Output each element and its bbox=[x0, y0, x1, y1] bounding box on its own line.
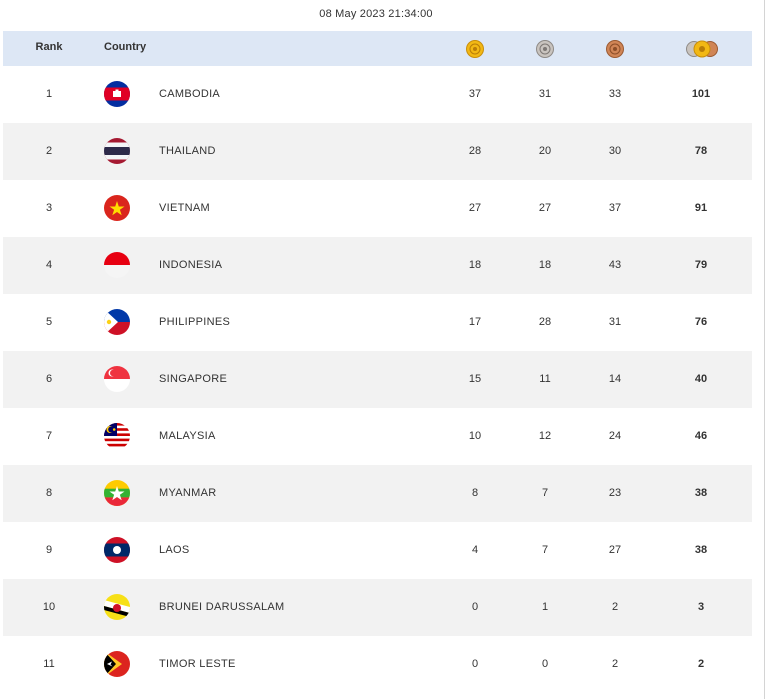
country-name-cell: INDONESIA bbox=[159, 259, 223, 271]
rank-cell: 10 bbox=[42, 601, 56, 613]
gold-count-cell: 15 bbox=[468, 373, 482, 385]
bronze-count-cell: 2 bbox=[611, 601, 619, 613]
vietnam-flag-icon bbox=[104, 195, 130, 221]
page-edge-divider bbox=[764, 0, 765, 699]
thailand-flag-icon bbox=[104, 138, 130, 164]
silver-count-cell: 18 bbox=[538, 259, 552, 271]
gold-count-cell: 4 bbox=[471, 544, 479, 556]
country-name-cell: LAOS bbox=[159, 544, 190, 556]
bronze-count-cell: 23 bbox=[608, 487, 622, 499]
rank-cell: 1 bbox=[45, 88, 53, 100]
bronze-count-cell: 30 bbox=[608, 145, 622, 157]
rank-cell: 5 bbox=[45, 316, 53, 328]
country-name-cell: THAILAND bbox=[159, 145, 216, 157]
total-count-cell: 2 bbox=[697, 658, 705, 670]
malaysia-flag-icon bbox=[104, 423, 130, 449]
gold-count-cell: 0 bbox=[471, 658, 479, 670]
table-row: 1 CAMBODIA 37 31 33 101 bbox=[3, 66, 752, 123]
gold-count-cell: 10 bbox=[468, 430, 482, 442]
indonesia-flag-icon bbox=[104, 252, 130, 278]
gold-count-cell: 8 bbox=[471, 487, 479, 499]
gold-count-cell: 0 bbox=[471, 601, 479, 613]
rank-cell: 9 bbox=[45, 544, 53, 556]
gold-medal-icon bbox=[465, 39, 485, 59]
rank-cell: 2 bbox=[45, 145, 53, 157]
bronze-count-cell: 43 bbox=[608, 259, 622, 271]
country-column-header: Country bbox=[104, 41, 147, 53]
bronze-count-cell: 24 bbox=[608, 430, 622, 442]
bronze-count-cell: 2 bbox=[611, 658, 619, 670]
silver-count-cell: 27 bbox=[538, 202, 552, 214]
table-row: 11 TIMOR LESTE 0 0 2 2 bbox=[3, 636, 752, 693]
table-row: 4 INDONESIA 18 18 43 79 bbox=[3, 237, 752, 294]
rank-cell: 4 bbox=[45, 259, 53, 271]
gold-count-cell: 28 bbox=[468, 145, 482, 157]
total-count-cell: 3 bbox=[697, 601, 705, 613]
table-row: 9 LAOS 4 7 27 38 bbox=[3, 522, 752, 579]
table-row: 3 VIETNAM 27 27 37 91 bbox=[3, 180, 752, 237]
silver-count-cell: 12 bbox=[538, 430, 552, 442]
medal-table-header: Rank Country bbox=[3, 31, 752, 66]
table-row: 10 BRUNEI DARUSSALAM 0 1 2 3 bbox=[3, 579, 752, 636]
silver-count-cell: 20 bbox=[538, 145, 552, 157]
total-count-cell: 78 bbox=[694, 145, 708, 157]
silver-count-cell: 0 bbox=[541, 658, 549, 670]
total-count-cell: 79 bbox=[694, 259, 708, 271]
total-count-cell: 101 bbox=[691, 88, 711, 100]
silver-count-cell: 7 bbox=[541, 544, 549, 556]
table-row: 7 MALAYSIA 10 12 24 46 bbox=[3, 408, 752, 465]
gold-count-cell: 18 bbox=[468, 259, 482, 271]
bronze-count-cell: 33 bbox=[608, 88, 622, 100]
silver-count-cell: 11 bbox=[539, 373, 551, 385]
gold-count-cell: 17 bbox=[468, 316, 482, 328]
total-count-cell: 46 bbox=[694, 430, 708, 442]
bronze-medal-icon bbox=[605, 39, 625, 59]
silver-count-cell: 7 bbox=[541, 487, 549, 499]
timor-leste-flag-icon bbox=[104, 651, 130, 677]
bronze-count-cell: 37 bbox=[608, 202, 622, 214]
total-medals-icon bbox=[685, 39, 719, 59]
silver-count-cell: 1 bbox=[541, 601, 549, 613]
country-name-cell: MALAYSIA bbox=[159, 430, 216, 442]
rank-cell: 7 bbox=[45, 430, 53, 442]
rank-cell: 6 bbox=[45, 373, 53, 385]
country-name-cell: PHILIPPINES bbox=[159, 316, 231, 328]
table-row: 2 THAILAND 28 20 30 78 bbox=[3, 123, 752, 180]
myanmar-flag-icon bbox=[104, 480, 130, 506]
rank-cell: 8 bbox=[45, 487, 53, 499]
last-updated-timestamp: 08 May 2023 21:34:00 bbox=[319, 8, 433, 20]
country-name-cell: MYANMAR bbox=[159, 487, 217, 499]
total-count-cell: 38 bbox=[694, 487, 708, 499]
medal-table: Rank Country 1 CAMBODIA 37 31 33 101 2 THAILAND… bbox=[3, 31, 752, 693]
bronze-count-cell: 14 bbox=[608, 373, 622, 385]
table-row: 5 PHILIPPINES 17 28 31 76 bbox=[3, 294, 752, 351]
singapore-flag-icon bbox=[104, 366, 130, 392]
laos-flag-icon bbox=[104, 537, 130, 563]
bronze-count-cell: 31 bbox=[608, 316, 622, 328]
total-count-cell: 38 bbox=[694, 544, 708, 556]
rank-cell: 11 bbox=[43, 658, 55, 670]
brunei-flag-icon bbox=[104, 594, 130, 620]
country-name-cell: BRUNEI DARUSSALAM bbox=[159, 601, 285, 613]
gold-count-cell: 37 bbox=[468, 88, 482, 100]
country-name-cell: CAMBODIA bbox=[159, 88, 221, 100]
cambodia-flag-icon bbox=[104, 81, 130, 107]
philippines-flag-icon bbox=[104, 309, 130, 335]
silver-count-cell: 31 bbox=[538, 88, 552, 100]
country-name-cell: TIMOR LESTE bbox=[159, 658, 236, 670]
total-count-cell: 91 bbox=[694, 202, 708, 214]
gold-count-cell: 27 bbox=[468, 202, 482, 214]
total-count-cell: 40 bbox=[694, 373, 708, 385]
rank-cell: 3 bbox=[45, 202, 53, 214]
country-name-cell: VIETNAM bbox=[159, 202, 210, 214]
rank-column-header: Rank bbox=[35, 41, 63, 53]
table-row: 8 MYANMAR 8 7 23 38 bbox=[3, 465, 752, 522]
bronze-count-cell: 27 bbox=[608, 544, 622, 556]
table-row: 6 SINGAPORE 15 11 14 40 bbox=[3, 351, 752, 408]
silver-count-cell: 28 bbox=[538, 316, 552, 328]
total-count-cell: 76 bbox=[694, 316, 708, 328]
silver-medal-icon bbox=[535, 39, 555, 59]
country-name-cell: SINGAPORE bbox=[159, 373, 228, 385]
